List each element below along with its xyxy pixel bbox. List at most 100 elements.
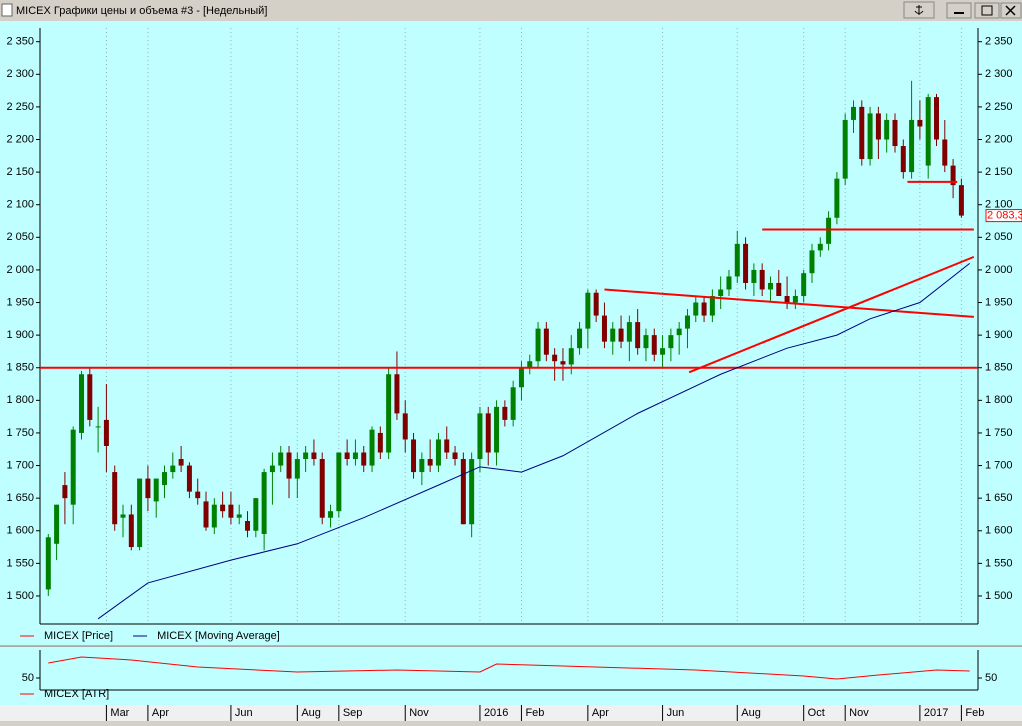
moving-average-line: [97, 263, 971, 620]
y-tick-label: 50: [22, 672, 34, 684]
atr-line: [48, 656, 970, 680]
y-tick-label: 1 650: [985, 492, 1013, 504]
x-tick-label: Aug: [301, 707, 321, 719]
title-bar: [0, 0, 1022, 21]
candle-body: [751, 269, 757, 283]
candle-body: [875, 113, 881, 140]
candle-body: [618, 328, 624, 342]
minimize-button[interactable]: [946, 2, 972, 19]
x-tick-label: Feb: [525, 707, 544, 719]
x-tick-label: Sep: [343, 707, 363, 719]
candle-body: [577, 328, 583, 349]
candle-body: [867, 113, 873, 160]
candle-body: [162, 472, 168, 486]
y-tick-label: 1 850: [985, 362, 1013, 374]
legend-label: MICEX [Price]: [44, 630, 113, 642]
x-tick-label: Nov: [849, 707, 869, 719]
candle-body: [850, 106, 856, 120]
candle-body: [842, 119, 848, 179]
last-price-label: 2 083,3: [987, 210, 1022, 222]
y-tick-label: 1 850: [6, 362, 34, 374]
y-tick-label: 1 750: [985, 427, 1013, 439]
candle-body: [784, 296, 790, 303]
candle-body: [826, 217, 832, 244]
y-tick-label: 1 700: [985, 459, 1013, 471]
maximize-button[interactable]: [974, 2, 1000, 19]
candle-body: [228, 504, 234, 518]
candle-body: [917, 119, 923, 127]
candle-body: [54, 504, 60, 544]
candle-body: [535, 328, 541, 362]
y-tick-label: 2 100: [985, 199, 1013, 211]
candle-body: [469, 459, 475, 525]
x-tick-label: 2016: [484, 707, 508, 719]
candle-body: [552, 354, 558, 362]
price-panel: [0, 21, 1022, 646]
candle-body: [560, 361, 566, 365]
anchor-icon: [914, 5, 924, 15]
candle-body: [718, 289, 724, 297]
candle-body: [585, 292, 591, 329]
candle-body: [809, 250, 815, 274]
y-tick-label: 1 550: [985, 557, 1013, 569]
candle-body: [435, 439, 441, 466]
candle-body: [693, 302, 699, 316]
candle-body: [319, 459, 325, 518]
candle-body: [369, 429, 375, 466]
y-tick-label: 1 700: [6, 459, 34, 471]
y-tick-label: 2 150: [6, 166, 34, 178]
candle-body: [452, 452, 458, 460]
candle-body: [361, 452, 367, 466]
window-title: MICEX Графики цены и объема #3 - [Недель…: [16, 5, 267, 17]
x-tick-label: Mar: [110, 707, 129, 719]
y-tick-label: 2 200: [6, 133, 34, 145]
candle-body: [767, 282, 773, 290]
candle-body: [79, 374, 85, 433]
candle-body: [245, 520, 251, 531]
candle-body: [859, 106, 865, 160]
candle-body: [278, 452, 284, 466]
candle-body: [311, 452, 317, 460]
candle-body: [87, 374, 93, 420]
legend-label: MICEX [ATR]: [44, 688, 109, 700]
candle-body: [626, 322, 632, 342]
candle-body: [253, 498, 259, 531]
y-tick-label: 50: [985, 672, 997, 684]
y-tick-label: 1 650: [6, 492, 34, 504]
y-tick-label: 2 250: [6, 101, 34, 113]
candle-body: [892, 119, 898, 147]
last-price-box: [985, 209, 1022, 223]
y-tick-label: 1 600: [6, 525, 34, 537]
y-tick-label: 1 500: [6, 590, 34, 602]
atr-panel: [0, 647, 1022, 705]
date-axis: [0, 705, 1022, 721]
candle-body: [900, 146, 906, 173]
candle-body: [817, 243, 823, 251]
candle-body: [502, 406, 508, 420]
candle-body: [178, 459, 184, 466]
x-tick-label: Apr: [152, 707, 169, 719]
candle-body: [419, 459, 425, 473]
candle-body: [950, 165, 956, 186]
y-tick-label: 2 000: [985, 264, 1013, 276]
candle-body: [394, 374, 400, 414]
candle-body: [701, 302, 707, 316]
y-tick-label: 1 800: [6, 394, 34, 406]
x-tick-label: Aug: [741, 707, 761, 719]
x-tick-label: Apr: [592, 707, 609, 719]
candle-body: [909, 119, 915, 173]
close-icon: [1005, 5, 1016, 16]
candle-body: [660, 348, 666, 355]
y-tick-label: 1 950: [985, 296, 1013, 308]
candle-body: [70, 429, 76, 505]
y-tick-label: 2 250: [985, 101, 1013, 113]
candle-body: [120, 514, 126, 518]
candle-body: [494, 406, 500, 453]
trend-line: [604, 288, 974, 318]
candle-body: [518, 367, 524, 388]
candle-body: [336, 452, 342, 512]
x-tick-label: Jun: [667, 707, 685, 719]
candle-body: [211, 504, 217, 528]
y-tick-label: 1 800: [985, 394, 1013, 406]
